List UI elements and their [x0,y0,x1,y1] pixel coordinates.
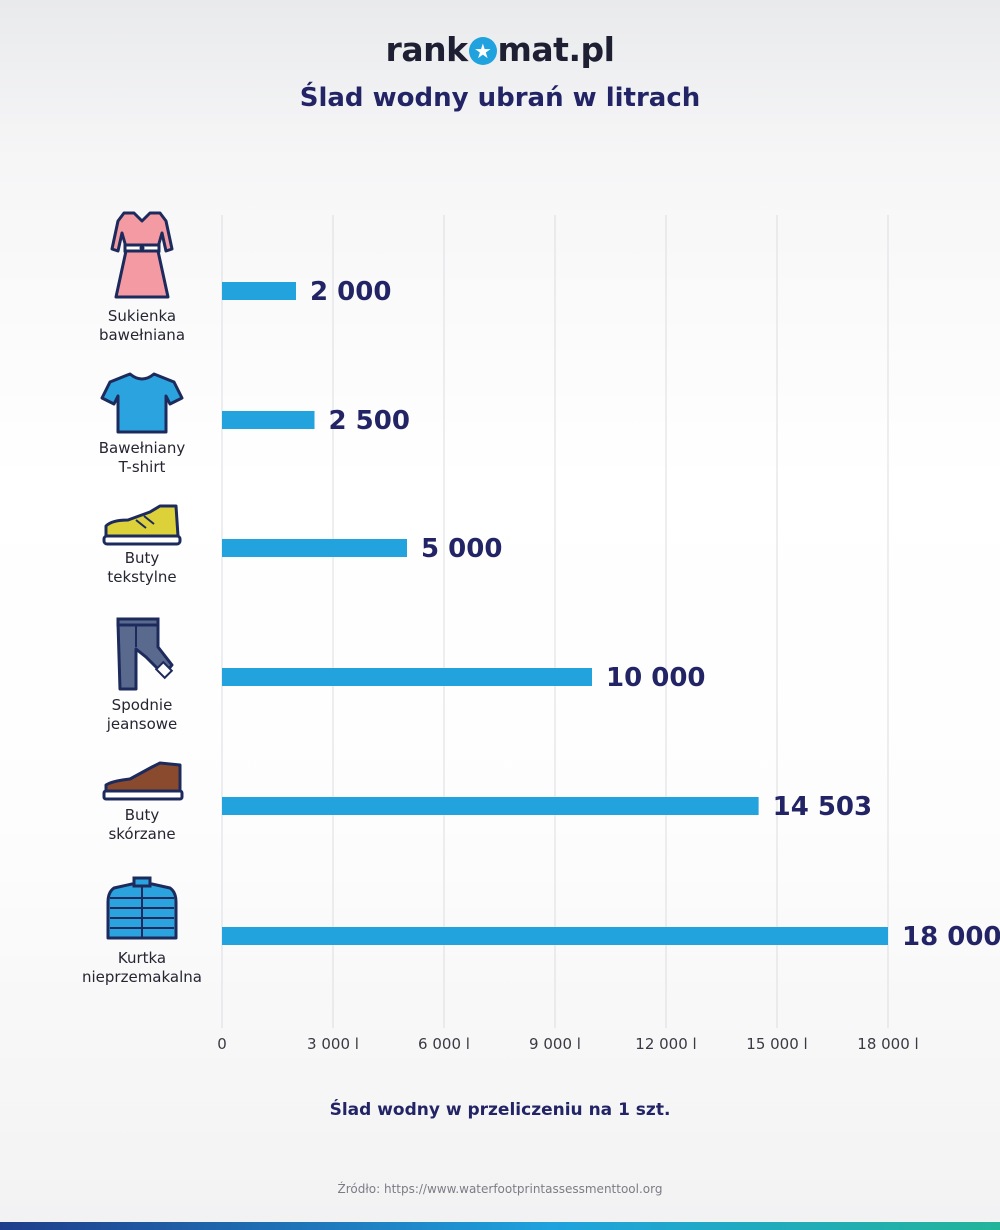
value-label: 14 503 [773,792,873,822]
brand-logo: rank ★ mat.pl [0,30,1000,69]
logo-text-right: mat.pl [497,30,615,69]
bar [222,282,296,300]
category-label-line: T-shirt [118,458,166,476]
category-label-line: Kurtka [117,949,167,967]
star-icon: ★ [468,37,497,65]
x-tick-label: 12 000 l [635,1035,696,1053]
leather-shoe-icon [102,761,184,801]
category-label: Kurtka nieprzemakalna [67,949,217,987]
x-axis-label: Ślad wodny w przeliczeniu na 1 szt. [329,1100,671,1120]
jacket-icon [106,876,178,940]
x-tick-label: 15 000 l [746,1035,807,1053]
jeans-icon [116,617,174,691]
value-label: 2 000 [310,277,391,307]
bar [222,411,315,429]
x-tick-label: 18 000 l [857,1035,918,1053]
tshirt-icon [100,372,184,434]
category-label: Buty tekstylne [67,549,217,587]
logo-text-left: rank [385,30,468,69]
bar [222,797,759,815]
category-label-line: jeansowe [106,715,178,733]
x-tick-label: 6 000 l [418,1035,470,1053]
bottom-accent-bar [0,1222,1000,1230]
bar [222,668,592,686]
bar [222,539,407,557]
dress-icon [110,211,174,299]
sneaker-icon [102,504,182,546]
value-label: 10 000 [606,663,706,693]
x-tick-label: 0 [217,1035,227,1053]
category-label-line: Spodnie [111,696,173,714]
category-label-line: Buty [124,806,160,824]
value-label: 2 500 [329,406,410,436]
x-tick-label: 3 000 l [307,1035,359,1053]
category-label: Bawełniany T-shirt [67,439,217,477]
chart-title: Ślad wodny ubrań w litrach [299,83,701,113]
source-note: Źródło: https://www.waterfootprintassess… [337,1182,663,1196]
category-label-line: Bawełniany [98,439,186,457]
bar [222,927,888,945]
category-label-line: skórzane [108,825,176,843]
category-label: Sukienka bawełniana [67,307,217,345]
value-label: 5 000 [421,534,502,564]
value-label: 18 000 [902,922,1000,952]
category-label-line: tekstylne [107,568,177,586]
category-label-line: bawełniana [98,326,186,344]
x-tick-label: 9 000 l [529,1035,581,1053]
category-label-line: nieprzemakalna [82,968,202,986]
category-label-line: Sukienka [107,307,177,325]
category-label: Buty skórzane [67,806,217,844]
category-label: Spodnie jeansowe [67,696,217,734]
category-label-line: Buty [124,549,160,567]
